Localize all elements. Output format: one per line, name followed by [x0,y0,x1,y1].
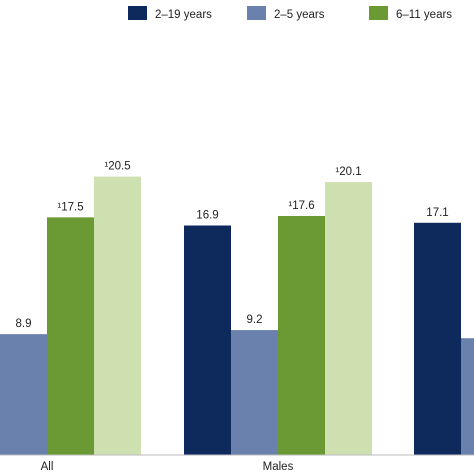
value-label-males-series-4: ¹20.1 [335,166,361,178]
x-tick-label-males: Males [263,461,294,473]
legend-label-6-11-years: 6–11 years [396,9,452,21]
value-label-all-series-3: ¹17.5 [57,201,83,213]
bar-males-series-1 [184,225,231,455]
value-label-males-series-2: 9.2 [247,314,263,326]
value-label-males-series-1: 16.9 [196,209,218,221]
bar-all-series-4 [94,176,141,456]
bar-females-series-1 [414,222,461,455]
legend-swatch-2-5-years [247,6,266,20]
legend-swatch-6-11-years [369,6,388,20]
bar-males-series-4 [325,182,372,456]
legend-swatch-2-19-years [128,6,147,20]
value-label-all-series-2: 8.9 [16,318,32,330]
legend-label-2-5-years: 2–5 years [274,9,325,21]
bar-all-series-2 [0,334,47,455]
x-tick-label-all: All [41,461,54,473]
bar-females-series-2 [461,338,474,455]
bar-males-series-3 [278,215,325,455]
bar-males-series-2 [231,330,278,455]
value-label-females-series-1: 17.1 [426,207,448,219]
bar-all-series-3 [47,217,94,455]
value-label-males-series-3: ¹17.6 [288,200,314,212]
x-tick-labels: AllMalesFemales [41,461,294,473]
bars [0,176,474,456]
legend: 2–19 years 2–5 years 6–11 years [128,6,452,21]
value-label-all-series-4: ¹20.5 [104,161,130,173]
legend-label-2-19-years: 2–19 years [155,9,212,21]
